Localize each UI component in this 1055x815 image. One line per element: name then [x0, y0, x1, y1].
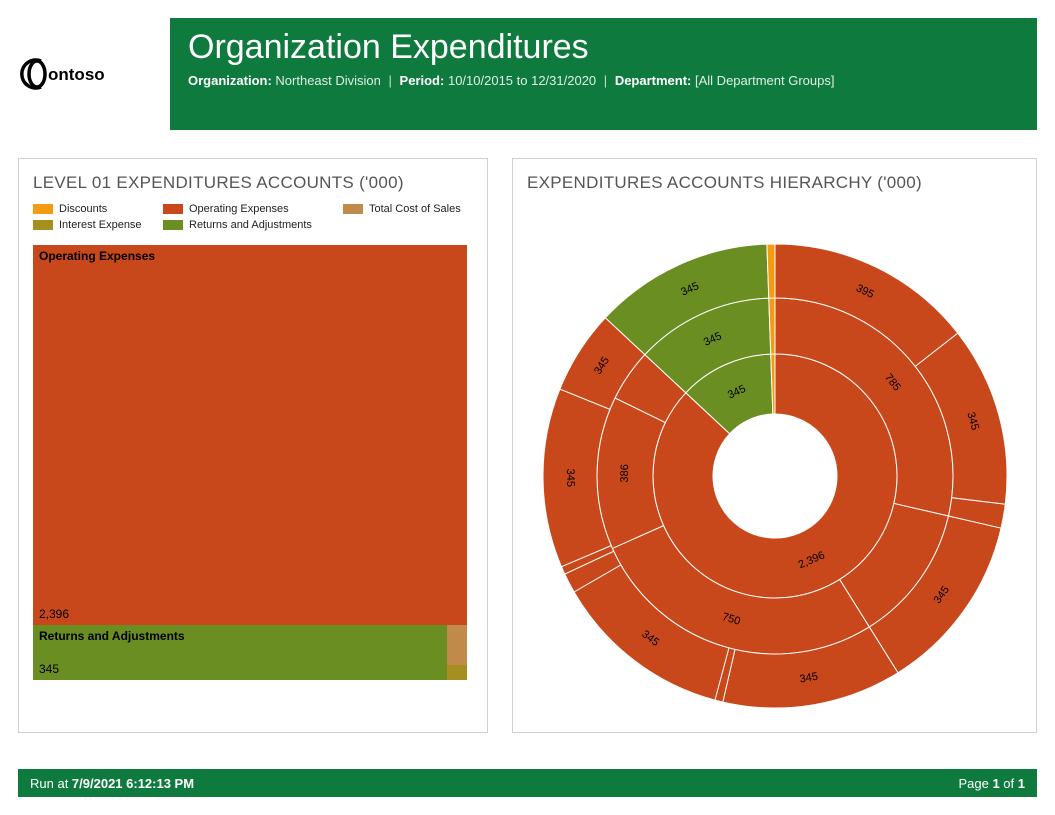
- legend-swatch: [163, 220, 183, 230]
- org-label: Organization:: [188, 73, 272, 88]
- contoso-logo-icon: ontoso: [18, 49, 148, 99]
- period-label: Period:: [400, 73, 445, 88]
- legend-swatch: [343, 204, 363, 214]
- treemap-block[interactable]: [447, 625, 467, 665]
- legend-swatch: [33, 204, 53, 214]
- legend-swatch: [33, 220, 53, 230]
- legend-label: Total Cost of Sales: [369, 203, 461, 215]
- sunburst-panel: EXPENDITURES ACCOUNTS HIERARCHY ('000) 2…: [512, 158, 1037, 733]
- footer-bar: Run at 7/9/2021 6:12:13 PM Page 1 of 1: [18, 769, 1037, 797]
- legend-item: Discounts: [33, 203, 163, 215]
- treemap-block[interactable]: [447, 665, 467, 680]
- sunburst-label: 386: [618, 464, 630, 483]
- legend-item: Total Cost of Sales: [343, 203, 483, 215]
- legend-item: Operating Expenses: [163, 203, 343, 215]
- legend-label: Operating Expenses: [189, 203, 289, 215]
- sunburst-title: EXPENDITURES ACCOUNTS HIERARCHY ('000): [527, 173, 1022, 193]
- treemap-block[interactable]: Operating Expenses 2,396: [33, 245, 467, 625]
- report-subtitle: Organization: Northeast Division | Perio…: [188, 73, 1019, 88]
- title-banner: Organization Expenditures Organization: …: [170, 18, 1037, 130]
- dept-value: [All Department Groups]: [695, 73, 834, 88]
- sunburst-chart[interactable]: 2,39634578575038634539534534534534534534…: [513, 219, 1036, 732]
- treemap-legend: Discounts Operating Expenses Total Cost of…: [33, 203, 473, 231]
- treemap-block-value: 345: [39, 662, 59, 676]
- panels-row: LEVEL 01 EXPENDITURES ACCOUNTS ('000) Di…: [18, 158, 1037, 733]
- legend-item: Interest Expense: [33, 219, 163, 231]
- legend-label: Interest Expense: [59, 219, 142, 231]
- org-value: Northeast Division: [275, 73, 381, 88]
- run-timestamp: Run at 7/9/2021 6:12:13 PM: [30, 776, 194, 791]
- legend-swatch: [163, 204, 183, 214]
- sunburst-label: 345: [564, 468, 576, 486]
- treemap-block[interactable]: Returns and Adjustments 345: [33, 625, 447, 680]
- report-header: ontoso Organization Expenditures Organiz…: [18, 18, 1037, 130]
- legend-label: Returns and Adjustments: [189, 219, 312, 231]
- treemap-chart[interactable]: Operating Expenses 2,396 Returns and Adjus…: [33, 245, 467, 680]
- sunburst-arc[interactable]: [766, 244, 774, 298]
- treemap-block-title: Operating Expenses: [33, 245, 467, 267]
- treemap-title: LEVEL 01 EXPENDITURES ACCOUNTS ('000): [33, 173, 473, 193]
- legend-item: Returns and Adjustments: [163, 219, 343, 231]
- treemap-panel: LEVEL 01 EXPENDITURES ACCOUNTS ('000) Di…: [18, 158, 488, 733]
- period-value: 10/10/2015 to 12/31/2020: [448, 73, 596, 88]
- dept-label: Department:: [615, 73, 692, 88]
- sunburst-center: [713, 414, 837, 538]
- legend-label: Discounts: [59, 203, 107, 215]
- page-title: Organization Expenditures: [188, 28, 1019, 67]
- page-indicator: Page 1 of 1: [958, 776, 1025, 791]
- treemap-block-value: 2,396: [39, 607, 69, 621]
- logo-text: ontoso: [48, 65, 105, 84]
- treemap-block-title: Returns and Adjustments: [33, 625, 447, 647]
- logo: ontoso: [18, 18, 158, 130]
